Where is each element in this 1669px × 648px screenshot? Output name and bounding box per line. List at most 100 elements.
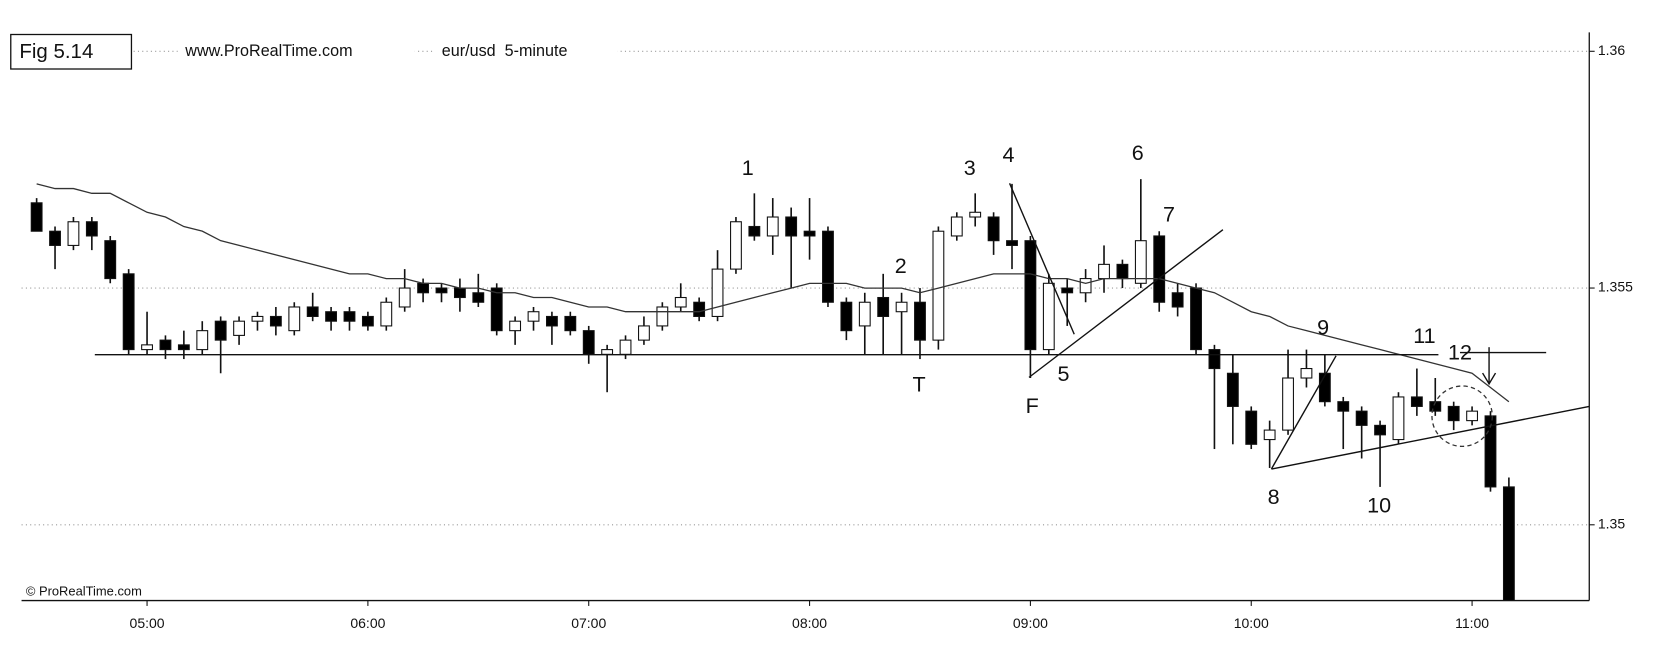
candle-body xyxy=(895,301,908,313)
candle-body xyxy=(674,296,687,308)
copyright: © ProRealTime.com xyxy=(26,583,142,598)
candle-body xyxy=(214,320,227,341)
candle-body xyxy=(1153,235,1166,303)
candle-body xyxy=(748,225,761,237)
candle-body xyxy=(122,273,135,351)
candle-body xyxy=(453,287,466,299)
y-tick-label: 1.36 xyxy=(1598,42,1625,58)
label-bg xyxy=(177,40,415,63)
x-tick-label: 10:00 xyxy=(1234,615,1269,631)
x-tick-label: 07:00 xyxy=(571,615,606,631)
candle-body xyxy=(785,216,798,237)
title-box xyxy=(10,33,133,70)
candle-body xyxy=(1245,410,1258,445)
candle-body xyxy=(1024,240,1037,351)
x-tick-label: 09:00 xyxy=(1013,615,1048,631)
annotation: 6 xyxy=(1132,140,1144,165)
candle-body xyxy=(1502,486,1515,601)
candle-body xyxy=(233,320,245,336)
candle-body xyxy=(545,315,558,327)
candle-body xyxy=(30,202,43,232)
candle-body xyxy=(1466,410,1479,422)
trend-line xyxy=(1270,355,1337,470)
subtitle: eur/usd 5-minute xyxy=(442,42,568,60)
annotation: T xyxy=(912,372,925,397)
annotation: 5 xyxy=(1057,361,1069,386)
candle-body xyxy=(1134,240,1147,284)
candle-body xyxy=(141,344,153,351)
annotation: 1 xyxy=(742,155,754,180)
candle-body xyxy=(1079,278,1092,294)
frame xyxy=(21,32,1590,602)
arrow-head xyxy=(1481,372,1497,386)
candle-body xyxy=(1355,410,1368,426)
candle-body xyxy=(1484,415,1497,488)
candle-body xyxy=(1337,401,1350,412)
candle-body xyxy=(251,315,264,322)
candle-body xyxy=(380,301,393,327)
annotation: 4 xyxy=(1003,142,1015,167)
candle-body xyxy=(1006,240,1018,246)
candle-body xyxy=(490,287,503,332)
source: www.ProRealTime.com xyxy=(184,42,352,60)
candle-body xyxy=(638,325,650,341)
candle-body xyxy=(398,287,411,308)
y-tick-label: 1.35 xyxy=(1598,515,1625,531)
candle-body xyxy=(987,216,1000,242)
candle-body xyxy=(803,230,816,237)
trend-line xyxy=(1028,229,1224,378)
candle-body xyxy=(1410,396,1423,407)
candle-body xyxy=(858,301,871,327)
candle-body xyxy=(306,306,319,317)
trend-line xyxy=(1008,183,1075,335)
candle-body xyxy=(67,221,80,246)
trend-line xyxy=(1271,405,1590,470)
candle-body xyxy=(1374,424,1386,436)
candle-body xyxy=(969,211,982,218)
candle-body xyxy=(1171,292,1184,308)
candle-body xyxy=(693,301,706,317)
candle-body xyxy=(288,306,301,332)
label-bg xyxy=(434,40,618,63)
candle-body xyxy=(932,230,945,341)
candle-body xyxy=(950,216,963,237)
annotation: 11 xyxy=(1413,323,1435,348)
annotation: 12 xyxy=(1448,339,1472,364)
candle-body xyxy=(914,301,926,341)
candle-body xyxy=(104,240,117,280)
candle-body xyxy=(619,339,632,355)
candle-body xyxy=(582,330,595,355)
candle-body xyxy=(325,311,338,322)
grid: 1.35 1.355 1.36 05:00 06:00 07:00 08:00 09:00 10… xyxy=(21,42,1633,631)
candle-body xyxy=(1098,263,1110,280)
candle-body xyxy=(877,296,890,317)
trend-lines xyxy=(94,183,1590,470)
candle-body xyxy=(1447,405,1460,422)
candle-body xyxy=(601,349,614,355)
x-tick-label: 05:00 xyxy=(130,615,165,631)
highlight-circle xyxy=(1431,385,1493,448)
candle-body xyxy=(527,311,540,322)
candle-body xyxy=(822,230,834,303)
annotation: 9 xyxy=(1317,315,1329,340)
candle-body xyxy=(159,339,172,351)
candle-body xyxy=(1226,372,1239,407)
candle-body xyxy=(472,292,485,303)
moving-average xyxy=(36,183,1510,403)
candle-body xyxy=(85,221,98,237)
x-tick-label: 08:00 xyxy=(792,615,827,631)
candle-body xyxy=(840,301,853,332)
header: Fig 5.14 www.ProRealTime.com eur/usd 5-m… xyxy=(10,33,618,598)
annotation: 7 xyxy=(1163,201,1175,226)
x-tick-label: 11:00 xyxy=(1455,615,1489,631)
candle-body xyxy=(343,311,356,322)
candle-body xyxy=(1282,377,1294,431)
candle-body xyxy=(1263,429,1276,441)
candle-body xyxy=(766,216,779,237)
candle-body xyxy=(417,282,430,294)
y-tick-label: 1.355 xyxy=(1598,279,1633,295)
candle-body xyxy=(1318,372,1331,403)
candle-body xyxy=(1190,287,1202,351)
